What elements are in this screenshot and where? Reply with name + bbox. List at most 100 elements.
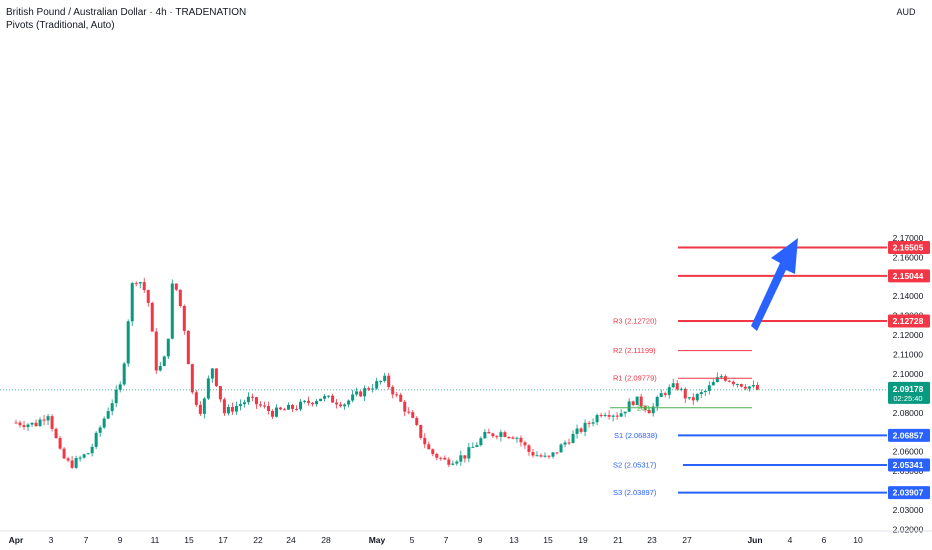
candle-body	[66, 458, 70, 461]
candle-body	[278, 407, 282, 410]
candle-body	[659, 393, 663, 397]
candle-body	[619, 413, 623, 417]
candle-body	[138, 282, 142, 284]
candle-body	[735, 384, 739, 386]
candle-body	[679, 388, 683, 390]
candle-body	[587, 422, 591, 424]
pivot-label-s3: S3 (2.03897)	[613, 488, 657, 497]
candle-body	[170, 283, 174, 339]
candle-body	[234, 406, 238, 412]
candle-body	[118, 384, 122, 390]
candle-body	[691, 397, 695, 401]
level-price-tag	[888, 486, 930, 500]
candle-body	[683, 388, 687, 399]
candle-body	[299, 401, 303, 410]
candle-body	[699, 392, 703, 395]
pivot-label-r2: R2 (2.11199)	[613, 346, 656, 355]
candle-body	[190, 364, 194, 393]
candle-body	[246, 396, 250, 403]
candle-body	[483, 432, 487, 439]
candle-body	[439, 457, 443, 459]
candle-body	[711, 382, 715, 386]
candle-body	[22, 425, 26, 428]
candle-body	[383, 375, 387, 381]
candle-body	[154, 331, 158, 371]
indicator-label[interactable]: Pivots (Traditional, Auto)	[6, 20, 115, 31]
candle-body	[291, 404, 295, 409]
pivot-levels: R3 (2.12720) R2 (2.11199) R1 (2.09779) 258 S…	[0, 238, 887, 497]
candle-body	[102, 418, 106, 428]
y-tick-label: 2.06000	[893, 447, 924, 457]
candle-body	[198, 404, 202, 414]
candle-body	[631, 401, 635, 405]
candle-body	[70, 460, 74, 468]
candle-body	[106, 411, 110, 419]
candle-body	[30, 422, 34, 425]
y-tick-label: 2.03000	[893, 505, 924, 515]
candle-body	[387, 375, 391, 387]
chart-legend: British Pound / Australian Dollar · 4h ·…	[6, 6, 246, 32]
y-tick-label: 2.17000	[893, 233, 924, 243]
x-tick-label: 10	[853, 535, 863, 545]
candle-body	[379, 380, 383, 382]
candle-body	[62, 448, 66, 459]
x-tick-label: 11	[151, 535, 160, 545]
candle-body	[347, 400, 351, 405]
candle-body	[54, 428, 58, 439]
candle-body	[355, 391, 359, 395]
level-price-tag-text: 2.12728	[893, 316, 924, 326]
level-price-tag-text: 2.05341	[893, 460, 924, 470]
x-tick-label: 3	[49, 535, 54, 545]
candle-body	[134, 283, 138, 285]
candle-body	[531, 452, 535, 456]
candle-body	[14, 422, 18, 424]
candle-body	[250, 396, 254, 398]
candle-body	[403, 401, 407, 412]
candle-body	[555, 452, 559, 454]
current-price-text: 2.09178	[893, 384, 924, 394]
level-price-tag	[888, 240, 930, 254]
candle-body	[503, 432, 507, 438]
candle-body	[311, 402, 315, 405]
price-axis: AUD2.170002.160002.140002.130002.120002.…	[887, 0, 932, 550]
pivot-label-s1: S1 (2.06838)	[614, 431, 658, 440]
candle-body	[663, 393, 667, 395]
level-price-tag	[888, 428, 930, 442]
candle-body	[487, 432, 491, 434]
candle-body	[339, 404, 343, 407]
y-tick-label: 2.14000	[893, 291, 924, 301]
candle-body	[174, 283, 178, 290]
candle-body	[543, 455, 547, 457]
symbol-title[interactable]: British Pound / Australian Dollar · 4h ·…	[6, 7, 247, 18]
candle-body	[519, 437, 523, 443]
candle-body	[675, 383, 679, 390]
candle-body	[599, 415, 603, 417]
candle-body	[395, 394, 399, 396]
candle-body	[319, 398, 323, 402]
candle-body	[415, 417, 419, 425]
x-tick-label: 23	[647, 535, 657, 545]
candle-body	[591, 422, 595, 424]
candle-body	[639, 396, 643, 407]
candle-body	[230, 406, 234, 412]
x-tick-label: 19	[578, 535, 588, 545]
y-tick-label: 2.10000	[893, 369, 924, 379]
y-tick-label: 2.02000	[893, 524, 924, 534]
candle-body	[499, 432, 503, 437]
candle-body	[210, 368, 214, 379]
candle-body	[254, 397, 258, 405]
x-tick-label: 17	[218, 535, 228, 545]
candle-body	[455, 461, 459, 464]
candle-body	[150, 302, 154, 332]
candle-body	[110, 403, 114, 412]
candle-body	[359, 391, 363, 397]
candle-body	[407, 411, 411, 413]
candle-body	[86, 453, 90, 455]
candle-body	[655, 396, 659, 407]
x-tick-label: 13	[509, 535, 519, 545]
candle-body	[222, 399, 226, 414]
candle-body	[178, 289, 182, 306]
candle-body	[651, 406, 655, 414]
currency-label: AUD	[896, 7, 916, 17]
